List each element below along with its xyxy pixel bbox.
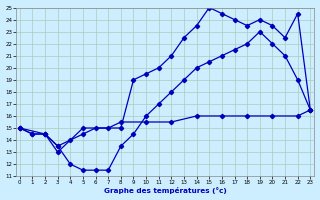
- X-axis label: Graphe des températures (°c): Graphe des températures (°c): [104, 187, 227, 194]
